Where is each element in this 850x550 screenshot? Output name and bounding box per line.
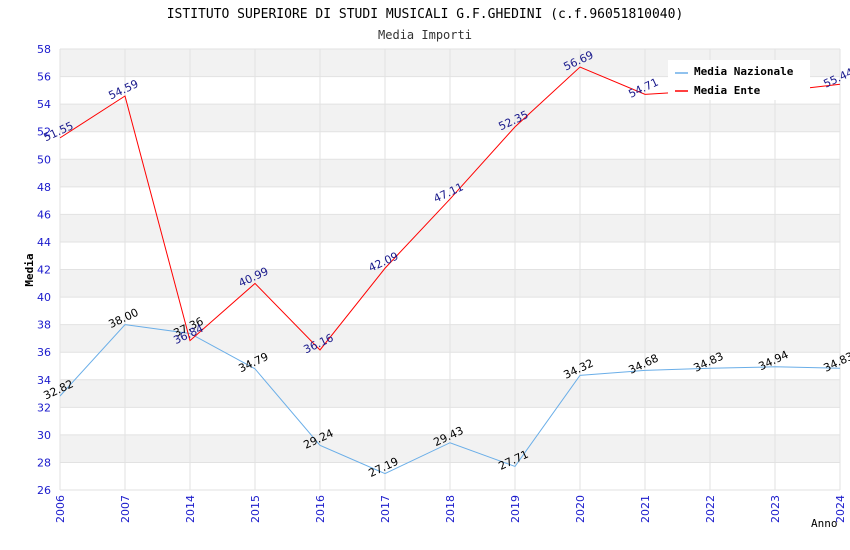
data-label: 54.71 bbox=[626, 76, 660, 101]
y-tick-label: 54 bbox=[37, 98, 51, 111]
x-axis-label: Anno bbox=[811, 517, 838, 530]
data-label: 34.83 bbox=[691, 350, 725, 375]
legend-label-media-ente: Media Ente bbox=[694, 84, 761, 97]
x-tick-label: 2016 bbox=[314, 495, 327, 523]
y-tick-label: 52 bbox=[37, 126, 51, 139]
x-tick-label: 2024 bbox=[834, 495, 847, 523]
y-tick-label: 36 bbox=[37, 346, 51, 359]
data-label: 34.83 bbox=[821, 350, 850, 375]
y-tick-label: 44 bbox=[37, 236, 51, 249]
y-tick-label: 34 bbox=[37, 374, 51, 387]
y-tick-label: 56 bbox=[37, 71, 51, 84]
y-tick-label: 26 bbox=[37, 484, 51, 497]
y-tick-label: 50 bbox=[37, 153, 51, 166]
x-tick-label: 2014 bbox=[184, 495, 197, 523]
legend: Media Nazionale Media Ente bbox=[668, 60, 810, 100]
x-tick-label: 2022 bbox=[704, 495, 717, 523]
x-tick-label: 2007 bbox=[119, 495, 132, 523]
x-tick-label: 2019 bbox=[509, 495, 522, 523]
chart-subtitle: Media Importi bbox=[378, 28, 472, 42]
x-tick-label: 2020 bbox=[574, 495, 587, 523]
legend-box bbox=[668, 60, 810, 100]
y-tick-label: 30 bbox=[37, 429, 51, 442]
y-tick-label: 38 bbox=[37, 319, 51, 332]
x-tick-label: 2015 bbox=[249, 495, 262, 523]
gridlines bbox=[59, 48, 841, 491]
y-tick-label: 46 bbox=[37, 208, 51, 221]
data-label: 51.55 bbox=[41, 119, 75, 144]
x-axis-ticks: 2006 2007 2014 2015 2016 2017 2018 2019 2020 2021… bbox=[54, 495, 847, 523]
data-label: 34.68 bbox=[626, 352, 660, 377]
y-axis-label: Media bbox=[23, 253, 36, 286]
y-tick-label: 48 bbox=[37, 181, 51, 194]
data-label: 34.79 bbox=[236, 350, 270, 375]
x-tick-label: 2018 bbox=[444, 495, 457, 523]
chart-title: ISTITUTO SUPERIORE DI STUDI MUSICALI G.F… bbox=[167, 7, 684, 22]
x-tick-label: 2021 bbox=[639, 495, 652, 523]
legend-label-media-nazionale: Media Nazionale bbox=[694, 65, 794, 78]
y-tick-label: 42 bbox=[37, 264, 51, 277]
x-tick-label: 2006 bbox=[54, 495, 67, 523]
y-tick-label: 32 bbox=[37, 401, 51, 414]
series-line-media-nazionale bbox=[59, 324, 841, 475]
x-tick-label: 2023 bbox=[769, 495, 782, 523]
y-tick-label: 58 bbox=[37, 43, 51, 56]
y-axis-ticks: 26 28 30 32 34 36 38 40 42 44 46 48 50 52 54 56 58 bbox=[37, 43, 51, 497]
data-label: 54.59 bbox=[106, 77, 140, 102]
y-tick-label: 40 bbox=[37, 291, 51, 304]
x-tick-label: 2017 bbox=[379, 495, 392, 523]
y-tick-label: 28 bbox=[37, 456, 51, 469]
